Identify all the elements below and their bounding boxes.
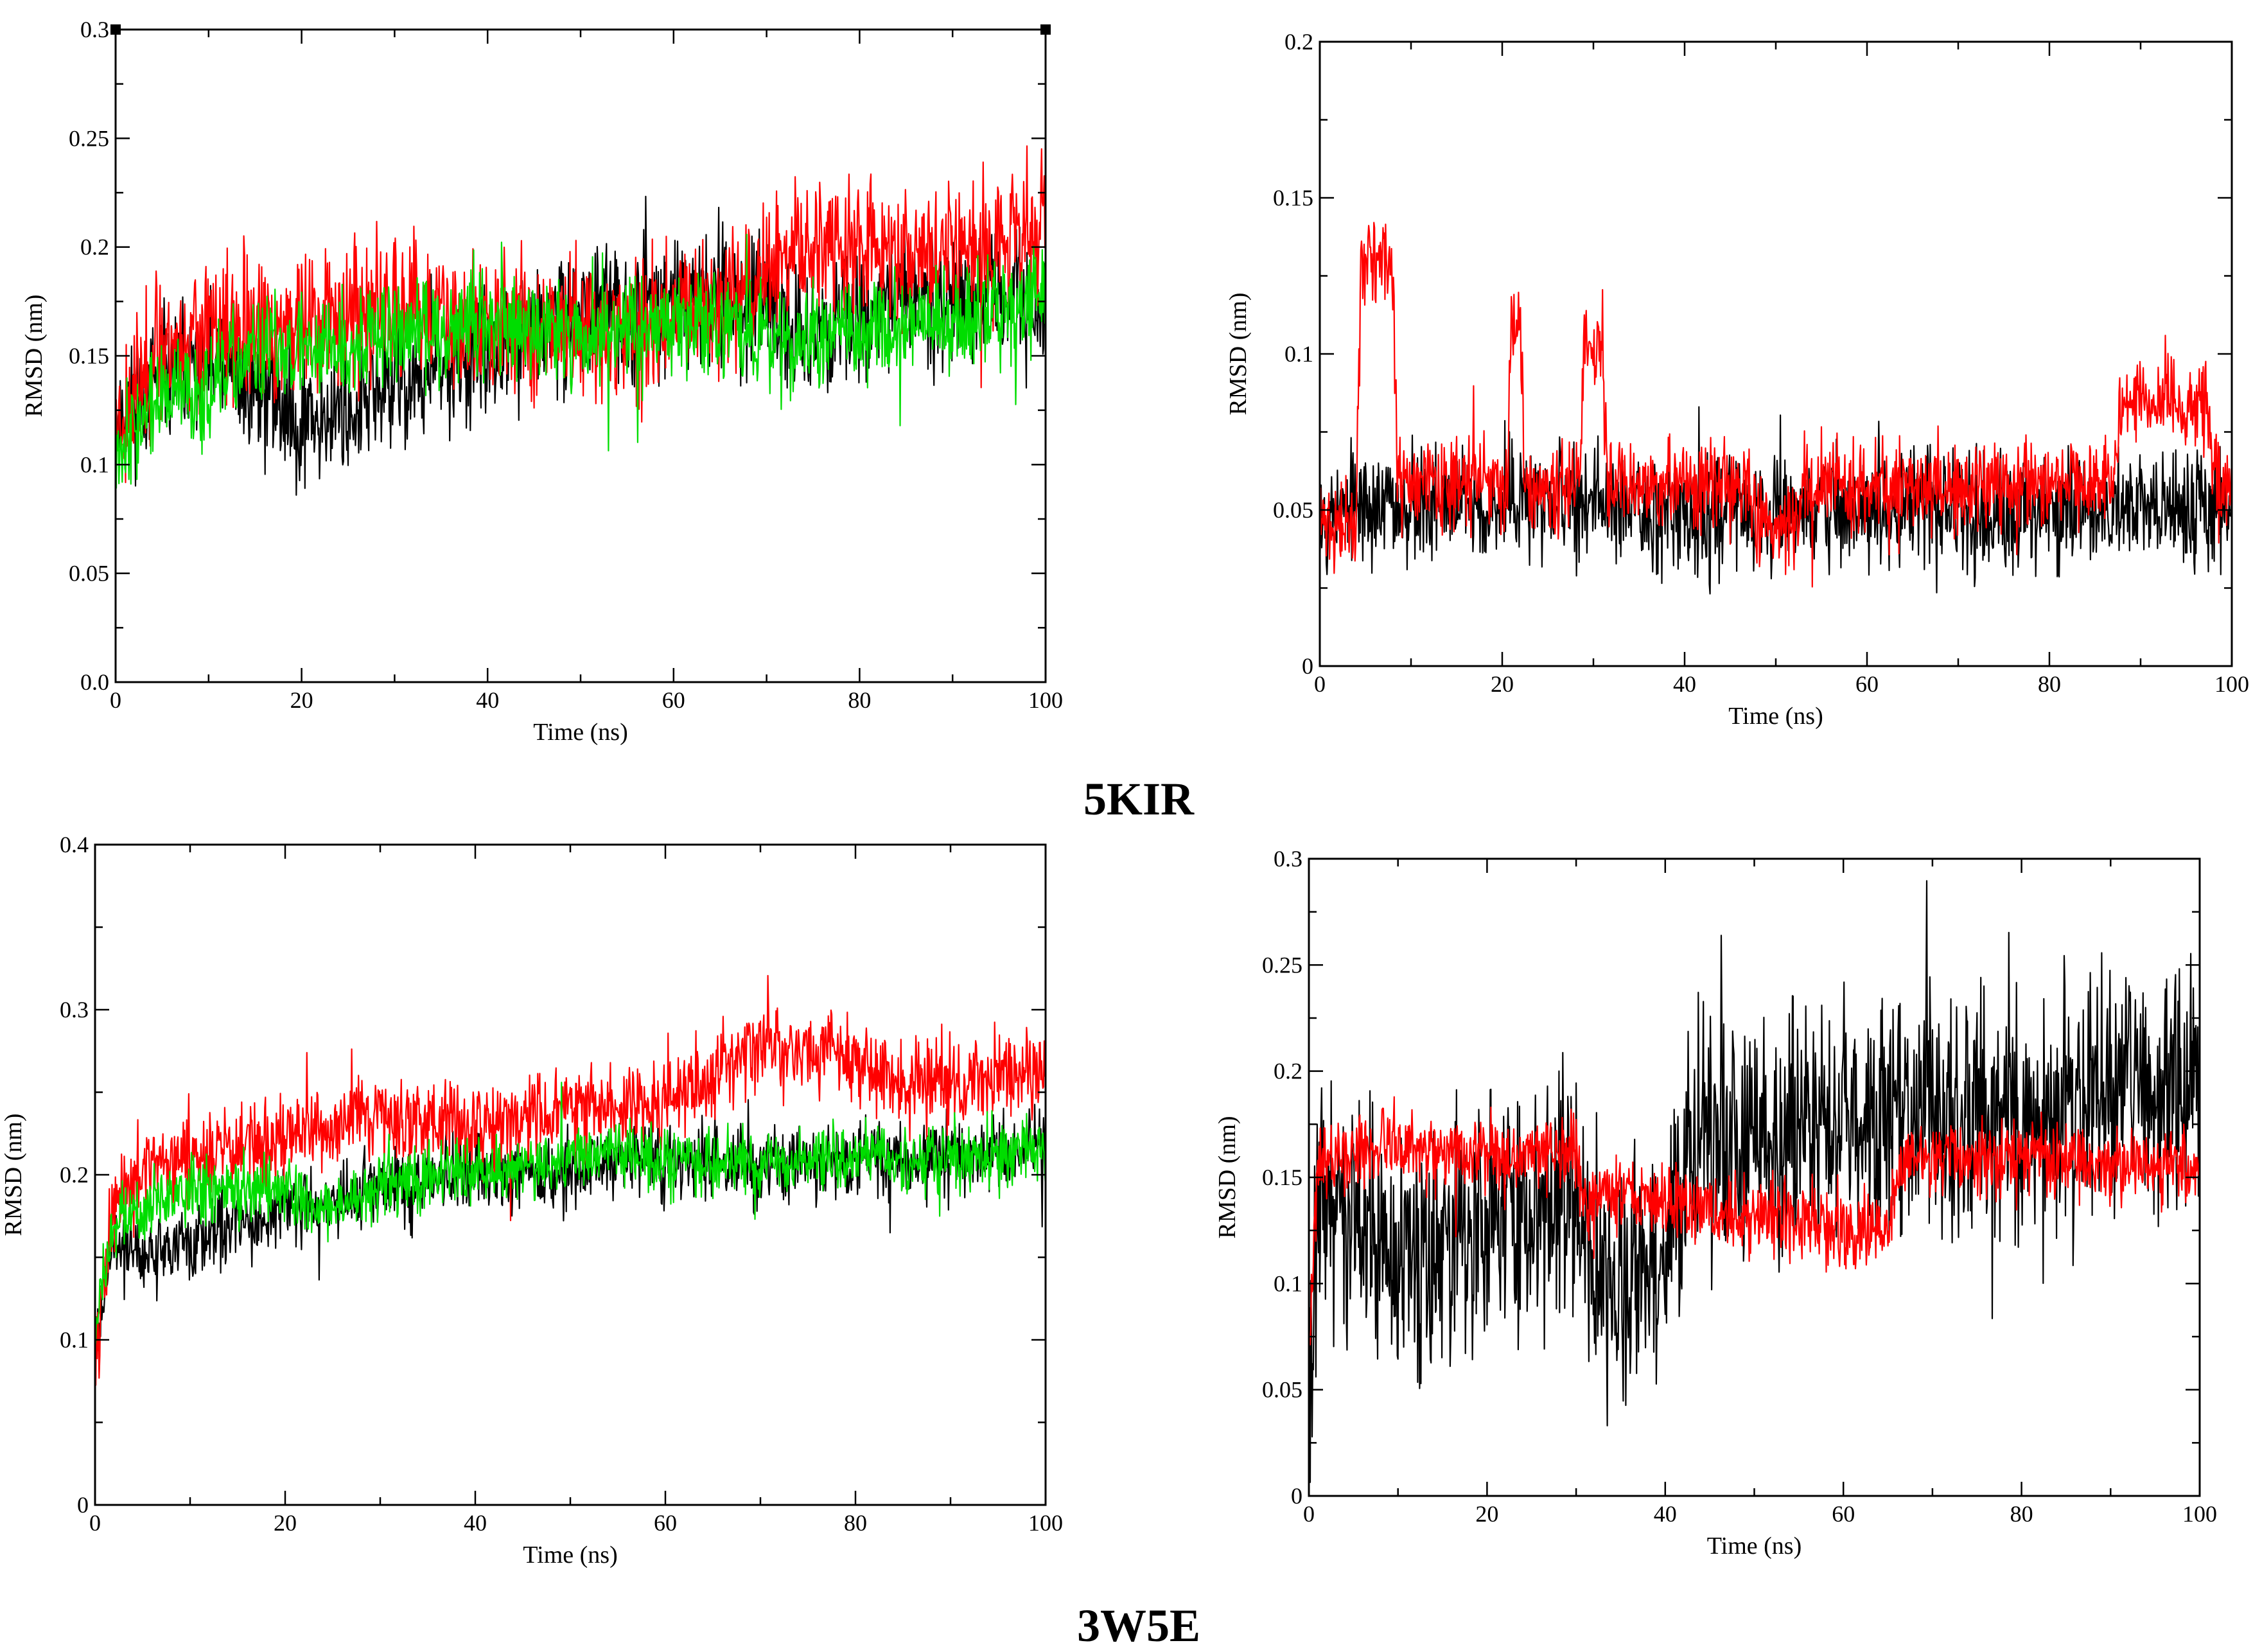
caption-5kir: 5KIR (1083, 773, 1195, 825)
series-line-red (1320, 222, 2232, 588)
caption-3w5e: 3W5E (1077, 1600, 1200, 1651)
x-tick-label: 80 (2010, 1501, 2033, 1527)
chart-bottom-left: 0 20 40 60 80 100 0 0.1 0.2 0.3 0.4 Time (ns) RMSD (… (0, 832, 1063, 1569)
x-tick-label: 20 (1491, 671, 1514, 697)
x-tick-label: 60 (662, 687, 685, 713)
y-tick-label: 0.1 (1274, 1270, 1302, 1296)
x-tick-label: 100 (2214, 671, 2249, 697)
x-tick-label: 100 (1028, 687, 1063, 713)
y-tick-label: 0.3 (60, 997, 89, 1023)
y-tick-label: 0.3 (80, 17, 109, 42)
series-line-black (1309, 880, 2200, 1483)
chart-top-right: 0 20 40 60 80 100 0 0.05 0.1 0.15 0.2 Time (ns) RMSD… (1225, 29, 2249, 730)
x-tick-label: 0 (89, 1510, 101, 1536)
y-tick-label: 0 (1302, 653, 1313, 679)
series-group (116, 145, 1046, 496)
y-tick-label: 0.25 (69, 125, 109, 151)
corner-marker (1040, 24, 1051, 35)
x-tick-label: 60 (654, 1510, 677, 1536)
series-group (1309, 880, 2200, 1483)
x-tick-label: 60 (1855, 671, 1879, 697)
x-axis-title: Time (ns) (533, 719, 627, 746)
x-tick-label: 0 (1303, 1501, 1315, 1527)
y-tick-label: 0.15 (1273, 185, 1313, 211)
x-tick-label: 60 (1832, 1501, 1855, 1527)
y-tick-label: 0.1 (80, 452, 109, 477)
series-line-green (116, 233, 1046, 489)
y-tick-label: 0.2 (80, 234, 109, 260)
y-tick-label: 0.2 (1284, 29, 1313, 55)
chart-bottom-right: 0 20 40 60 80 100 0 0.05 0.1 0.15 0.2 0.25 0.3 Time (… (1214, 846, 2217, 1560)
x-tick-label: 40 (1673, 671, 1696, 697)
x-axis-title: Time (ns) (1707, 1533, 1802, 1560)
x-axis-title: Time (ns) (1728, 703, 1823, 730)
x-tick-label: 80 (844, 1510, 867, 1536)
x-tick-label: 80 (2038, 671, 2061, 697)
y-tick-label: 0.05 (1262, 1377, 1302, 1403)
series-group (95, 974, 1046, 1386)
y-tick-label: 0.0 (80, 669, 109, 695)
corner-marker (110, 24, 121, 35)
y-axis-title: RMSD (nm) (0, 1113, 27, 1236)
y-axis-title: RMSD (nm) (21, 294, 48, 417)
x-tick-label: 100 (1028, 1510, 1063, 1536)
y-tick-label: 0.15 (1262, 1164, 1302, 1190)
series-line-green (95, 1082, 1046, 1349)
y-tick-label: 0.1 (1284, 341, 1313, 367)
y-tick-label: 0.3 (1274, 846, 1302, 872)
y-axis-title: RMSD (nm) (1225, 292, 1252, 415)
y-tick-label: 0.2 (1274, 1059, 1302, 1084)
y-tick-label: 0.15 (69, 343, 109, 369)
x-tick-label: 40 (476, 687, 499, 713)
series-line-red (95, 974, 1046, 1386)
x-tick-label: 20 (1475, 1501, 1498, 1527)
y-tick-label: 0.2 (60, 1162, 89, 1188)
x-axis-title: Time (ns) (523, 1542, 617, 1569)
y-tick-label: 0.1 (60, 1327, 89, 1353)
y-tick-label: 0.4 (60, 832, 89, 857)
x-tick-label: 100 (2182, 1501, 2217, 1527)
x-tick-label: 0 (110, 687, 121, 713)
chart-top-left: 0 20 40 60 80 100 0.0 0.05 0.1 0.15 0.2 0.25 0.3 Time… (21, 17, 1063, 746)
x-tick-label: 80 (848, 687, 871, 713)
x-tick-label: 40 (464, 1510, 487, 1536)
y-tick-label: 0.25 (1262, 952, 1302, 978)
y-tick-label: 0.05 (69, 561, 109, 586)
x-tick-label: 0 (1314, 671, 1326, 697)
y-tick-label: 0.05 (1273, 497, 1313, 523)
x-tick-label: 20 (290, 687, 313, 713)
y-tick-label: 0 (77, 1492, 89, 1518)
x-tick-label: 40 (1654, 1501, 1677, 1527)
series-group (1320, 222, 2232, 595)
y-tick-label: 0 (1291, 1483, 1302, 1509)
x-tick-label: 20 (274, 1510, 297, 1536)
series-line-red (1309, 1096, 2200, 1346)
y-axis-title: RMSD (nm) (1214, 1116, 1241, 1238)
